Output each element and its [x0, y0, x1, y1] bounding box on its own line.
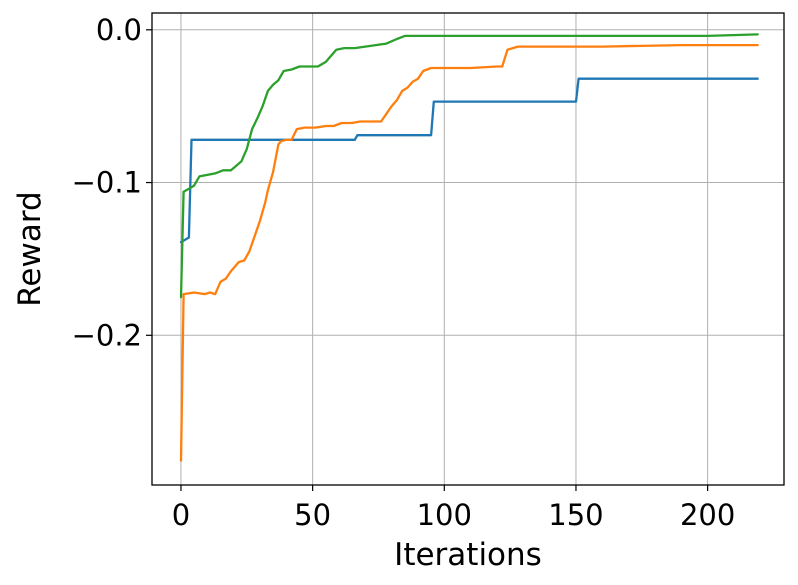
- y-tick-label: −0.1: [72, 166, 142, 200]
- x-tick-label: 100: [417, 498, 472, 532]
- x-tick-label: 0: [172, 498, 190, 532]
- plot-frame: [151, 12, 785, 486]
- series-line-2: [179, 43, 759, 462]
- series-line-1: [179, 77, 759, 244]
- x-tick-label: 50: [294, 498, 331, 532]
- grid: [152, 13, 784, 485]
- y-axis-label: Reward: [12, 191, 48, 306]
- x-axis-label: Iterations: [394, 537, 542, 573]
- x-tick-label: 200: [680, 498, 735, 532]
- x-tick-label: 150: [548, 498, 603, 532]
- y-tick-label: −0.2: [72, 318, 142, 352]
- y-tick-label: 0.0: [96, 13, 142, 47]
- series-group: [179, 33, 759, 462]
- series-line-3: [179, 33, 759, 299]
- ticks-group: 0 50 100 150 200 0.0 −0.1 −0.2: [72, 13, 736, 532]
